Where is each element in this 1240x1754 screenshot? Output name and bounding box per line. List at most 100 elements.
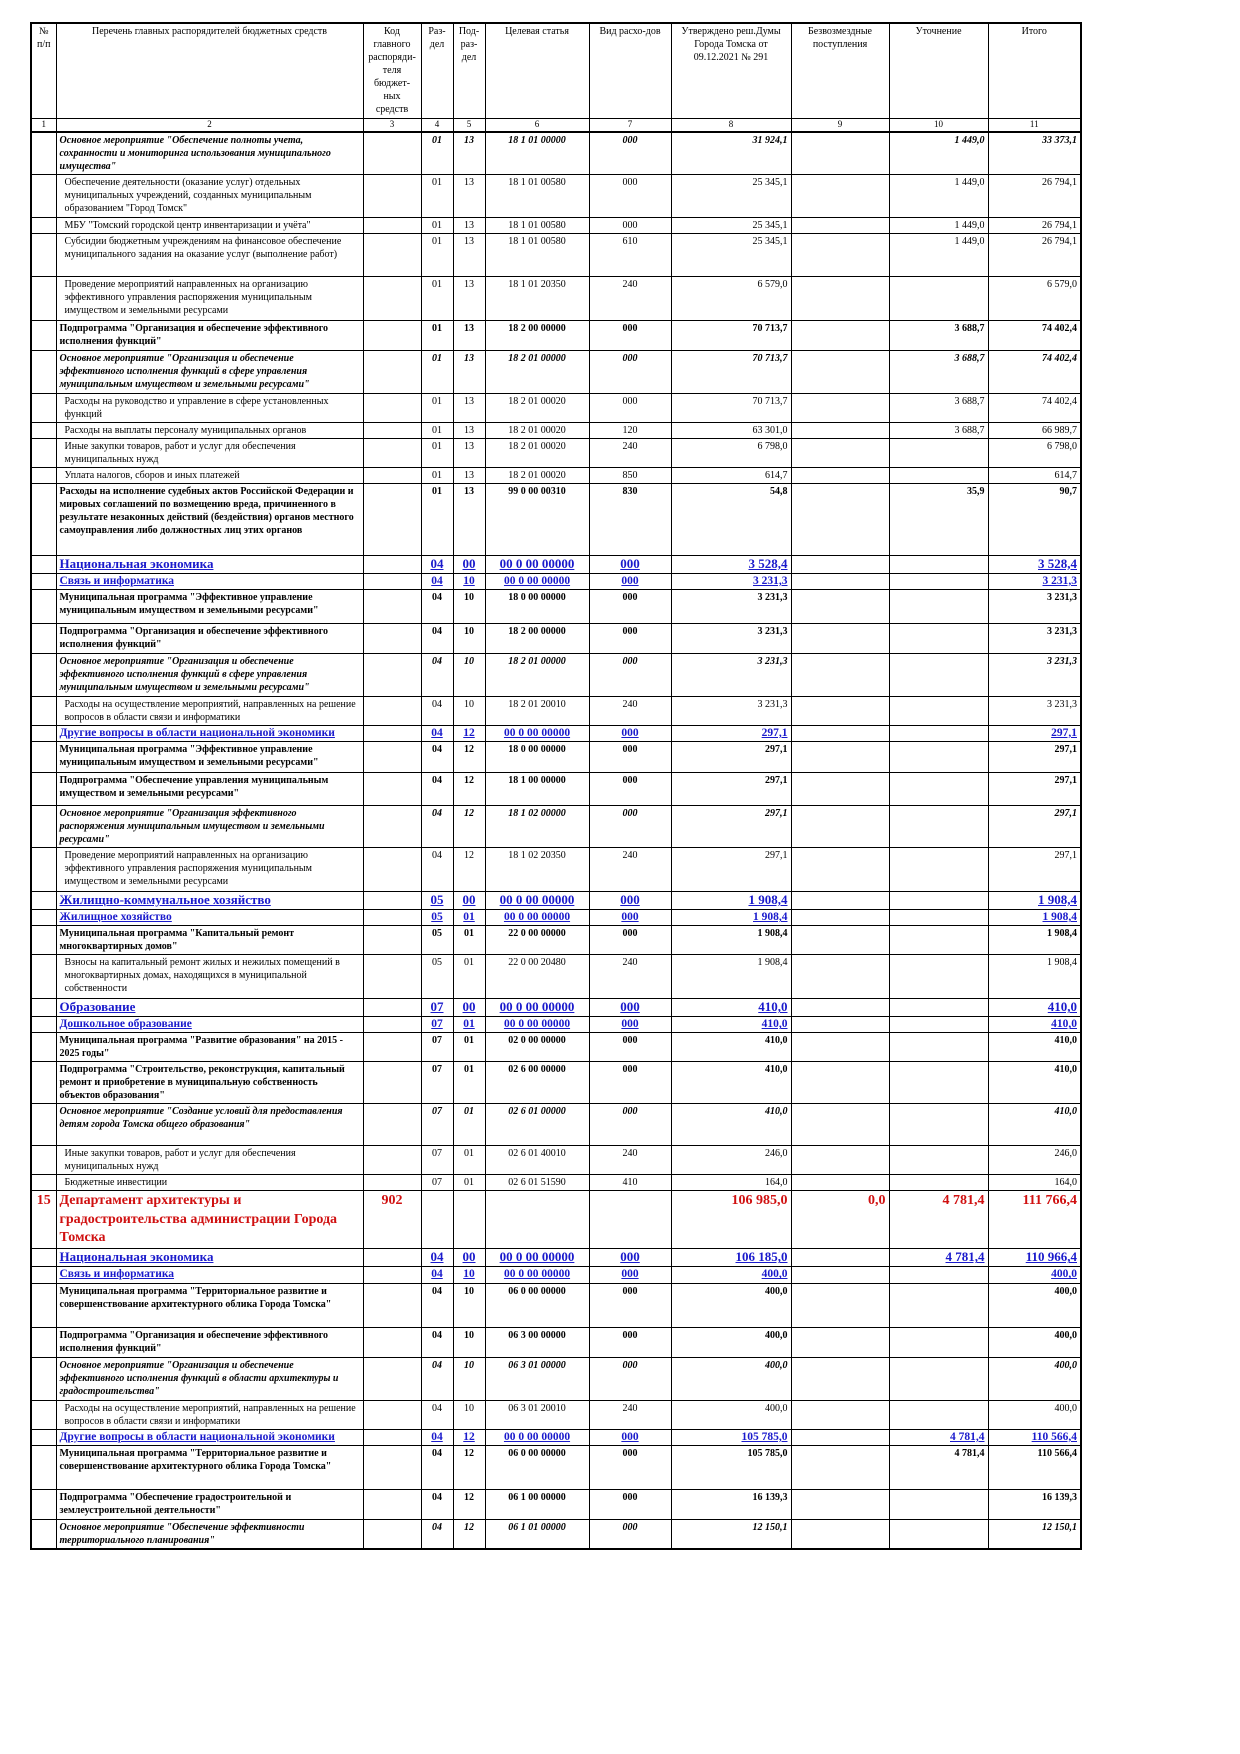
gratuitous-receipts	[790, 1032, 890, 1063]
column-header: Уточнение	[888, 22, 989, 119]
section: 04	[420, 1326, 454, 1358]
total: 297,1	[987, 741, 1082, 774]
name: Расходы на исполнение судебных актов Рос…	[55, 482, 364, 556]
adjustment	[888, 695, 989, 726]
total: 410,0	[987, 1032, 1082, 1063]
target-item: 18 2 00 00000	[484, 319, 590, 351]
expense-type: 240	[588, 1145, 672, 1176]
approved: 297,1	[670, 741, 792, 774]
subsection: 10	[452, 588, 486, 624]
subsection: 00	[452, 1248, 486, 1268]
total: 297,1	[987, 724, 1082, 743]
target-item: 18 1 01 00580	[484, 216, 590, 234]
admin-code	[362, 466, 422, 484]
target-item: 18 2 01 00020	[484, 392, 590, 423]
adjustment	[888, 998, 989, 1018]
approved: 25 345,1	[670, 173, 792, 218]
expense-type: 000	[588, 1282, 672, 1328]
admin-code	[362, 695, 422, 726]
table-row: Расходы на исполнение судебных актов Рос…	[30, 482, 1082, 556]
target-item: 02 6 00 00000	[484, 1061, 590, 1105]
name: Департамент архитектуры и градостроитель…	[55, 1190, 364, 1250]
subsection: 13	[452, 349, 486, 394]
section: 04	[420, 1356, 454, 1401]
row-number	[30, 173, 57, 218]
row-number	[30, 572, 57, 590]
target-item: 00 0 00 00000	[484, 908, 590, 927]
expense-type: 000	[588, 724, 672, 743]
gratuitous-receipts	[790, 275, 890, 321]
section	[420, 1190, 454, 1250]
name: Проведение мероприятий направленных на о…	[55, 847, 364, 893]
name: Основное мероприятие "Обеспечение полнот…	[55, 131, 364, 175]
approved: 70 713,7	[670, 349, 792, 394]
table-row: Дошкольное образование 07 01 00 0 00 00000 0…	[30, 1016, 1082, 1034]
gratuitous-receipts	[790, 349, 890, 394]
approved: 410,0	[670, 1061, 792, 1105]
name: Иные закупки товаров, работ и услуг для …	[55, 1145, 364, 1176]
gratuitous-receipts	[790, 173, 890, 218]
gratuitous-receipts	[790, 1428, 890, 1446]
gratuitous-receipts	[790, 1174, 890, 1192]
row-number	[30, 437, 57, 468]
section: 05	[420, 908, 454, 927]
column-number: 2	[55, 117, 364, 133]
table-row: Основное мероприятие "Обеспечение полнот…	[30, 131, 1082, 175]
table-row: Основное мероприятие "Организация и обес…	[30, 652, 1082, 697]
row-number	[30, 695, 57, 726]
row-number	[30, 1518, 57, 1550]
table-row: Национальная экономика 04 00 00 0 00 00000 0…	[30, 554, 1082, 574]
target-item: 22 0 00 20480	[484, 954, 590, 1000]
adjustment	[888, 1266, 989, 1284]
approved: 63 301,0	[670, 421, 792, 439]
approved: 3 528,4	[670, 554, 792, 574]
adjustment: 3 688,7	[888, 319, 989, 351]
name: Национальная экономика	[55, 1248, 364, 1268]
total: 3 231,3	[987, 572, 1082, 590]
approved: 297,1	[670, 724, 792, 743]
approved: 297,1	[670, 805, 792, 849]
expense-type: 000	[588, 1032, 672, 1063]
section: 01	[420, 392, 454, 423]
row-number	[30, 421, 57, 439]
approved: 6 798,0	[670, 437, 792, 468]
total: 1 908,4	[987, 891, 1082, 910]
table-row: МБУ "Томский городской центр инвентариза…	[30, 216, 1082, 234]
total: 3 231,3	[987, 588, 1082, 624]
admin-code	[362, 482, 422, 556]
total: 6 579,0	[987, 275, 1082, 321]
subsection: 13	[452, 437, 486, 468]
adjustment: 4 781,4	[888, 1428, 989, 1446]
total: 400,0	[987, 1326, 1082, 1358]
table-row: Иные закупки товаров, работ и услуг для …	[30, 1145, 1082, 1176]
gratuitous-receipts	[790, 695, 890, 726]
approved: 400,0	[670, 1326, 792, 1358]
gratuitous-receipts	[790, 1103, 890, 1147]
table-row: Взносы на капитальный ремонт жилых и неж…	[30, 954, 1082, 1000]
name: Другие вопросы в области национальной эк…	[55, 1428, 364, 1446]
total: 1 908,4	[987, 925, 1082, 956]
approved: 614,7	[670, 466, 792, 484]
section: 07	[420, 998, 454, 1018]
gratuitous-receipts	[790, 319, 890, 351]
row-number	[30, 1399, 57, 1430]
gratuitous-receipts	[790, 554, 890, 574]
row-number	[30, 1428, 57, 1446]
table-row: Расходы на осуществление мероприятий, на…	[30, 695, 1082, 726]
budget-table: № п/п Перечень главных распорядителей бюд…	[30, 22, 1082, 1550]
column-number: 4	[420, 117, 454, 133]
section: 07	[420, 1174, 454, 1192]
table-row: Подпрограмма "Обеспечение градостроитель…	[30, 1488, 1082, 1520]
table-row: Связь и информатика 04 10 00 0 00 00000 000 4…	[30, 1266, 1082, 1284]
gratuitous-receipts	[790, 1444, 890, 1490]
subsection: 12	[452, 1444, 486, 1490]
subsection: 10	[452, 1356, 486, 1401]
name: Иные закупки товаров, работ и услуг для …	[55, 437, 364, 468]
gratuitous-receipts	[790, 232, 890, 277]
total: 297,1	[987, 772, 1082, 807]
target-item: 18 1 02 20350	[484, 847, 590, 893]
section: 05	[420, 954, 454, 1000]
expense-type: 000	[588, 741, 672, 774]
section: 04	[420, 572, 454, 590]
expense-type: 000	[588, 1488, 672, 1520]
